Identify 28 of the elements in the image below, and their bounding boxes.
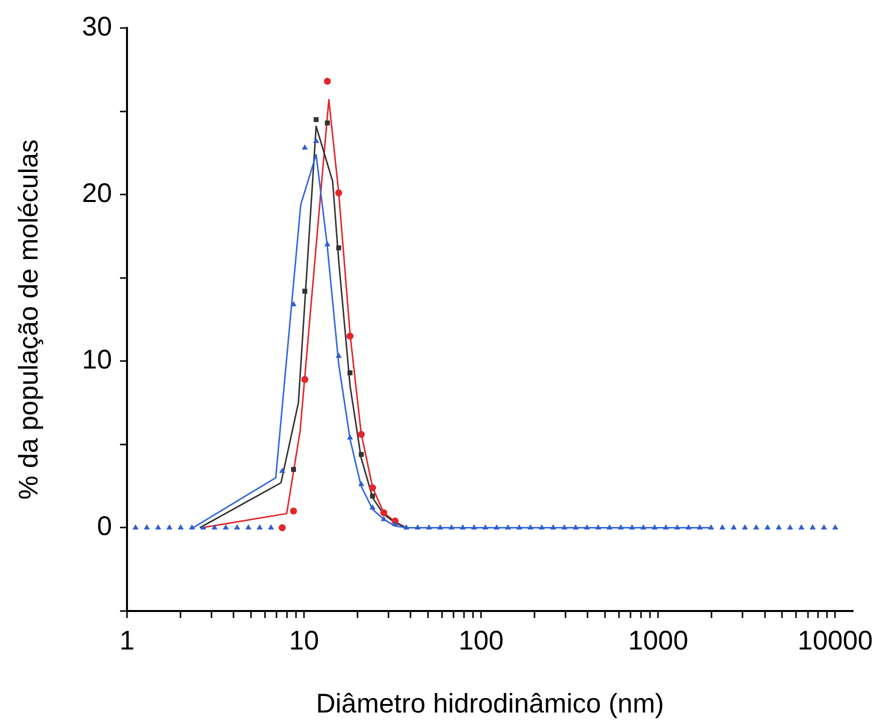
y-axis-title: % da população de moléculas [14, 139, 44, 500]
point [301, 376, 308, 383]
y-tick-label: 20 [82, 178, 112, 208]
point [290, 508, 298, 515]
point [380, 509, 388, 516]
x-tick-label: 1000 [628, 626, 688, 656]
point [358, 452, 364, 457]
point [324, 120, 330, 126]
point [369, 484, 376, 492]
point [336, 245, 342, 250]
y-tick-label: 10 [82, 344, 112, 375]
point [358, 430, 365, 438]
y-tick-label: 30 [82, 11, 112, 42]
point [348, 370, 352, 376]
y-tick-label: 0 [96, 511, 112, 542]
x-tick-label: 100 [458, 626, 504, 656]
point [370, 494, 375, 499]
x-tick-label: 1 [119, 626, 135, 656]
point [346, 332, 354, 340]
point [302, 288, 308, 294]
point [324, 78, 331, 85]
x-tick-label: 10000 [798, 626, 873, 656]
point [335, 189, 342, 196]
x-axis-title: Diâmetro hidrodinâmico (nm) [316, 688, 664, 718]
point [291, 466, 296, 472]
x-tick-label: 10 [289, 626, 320, 656]
point [278, 524, 286, 532]
point [314, 117, 319, 122]
